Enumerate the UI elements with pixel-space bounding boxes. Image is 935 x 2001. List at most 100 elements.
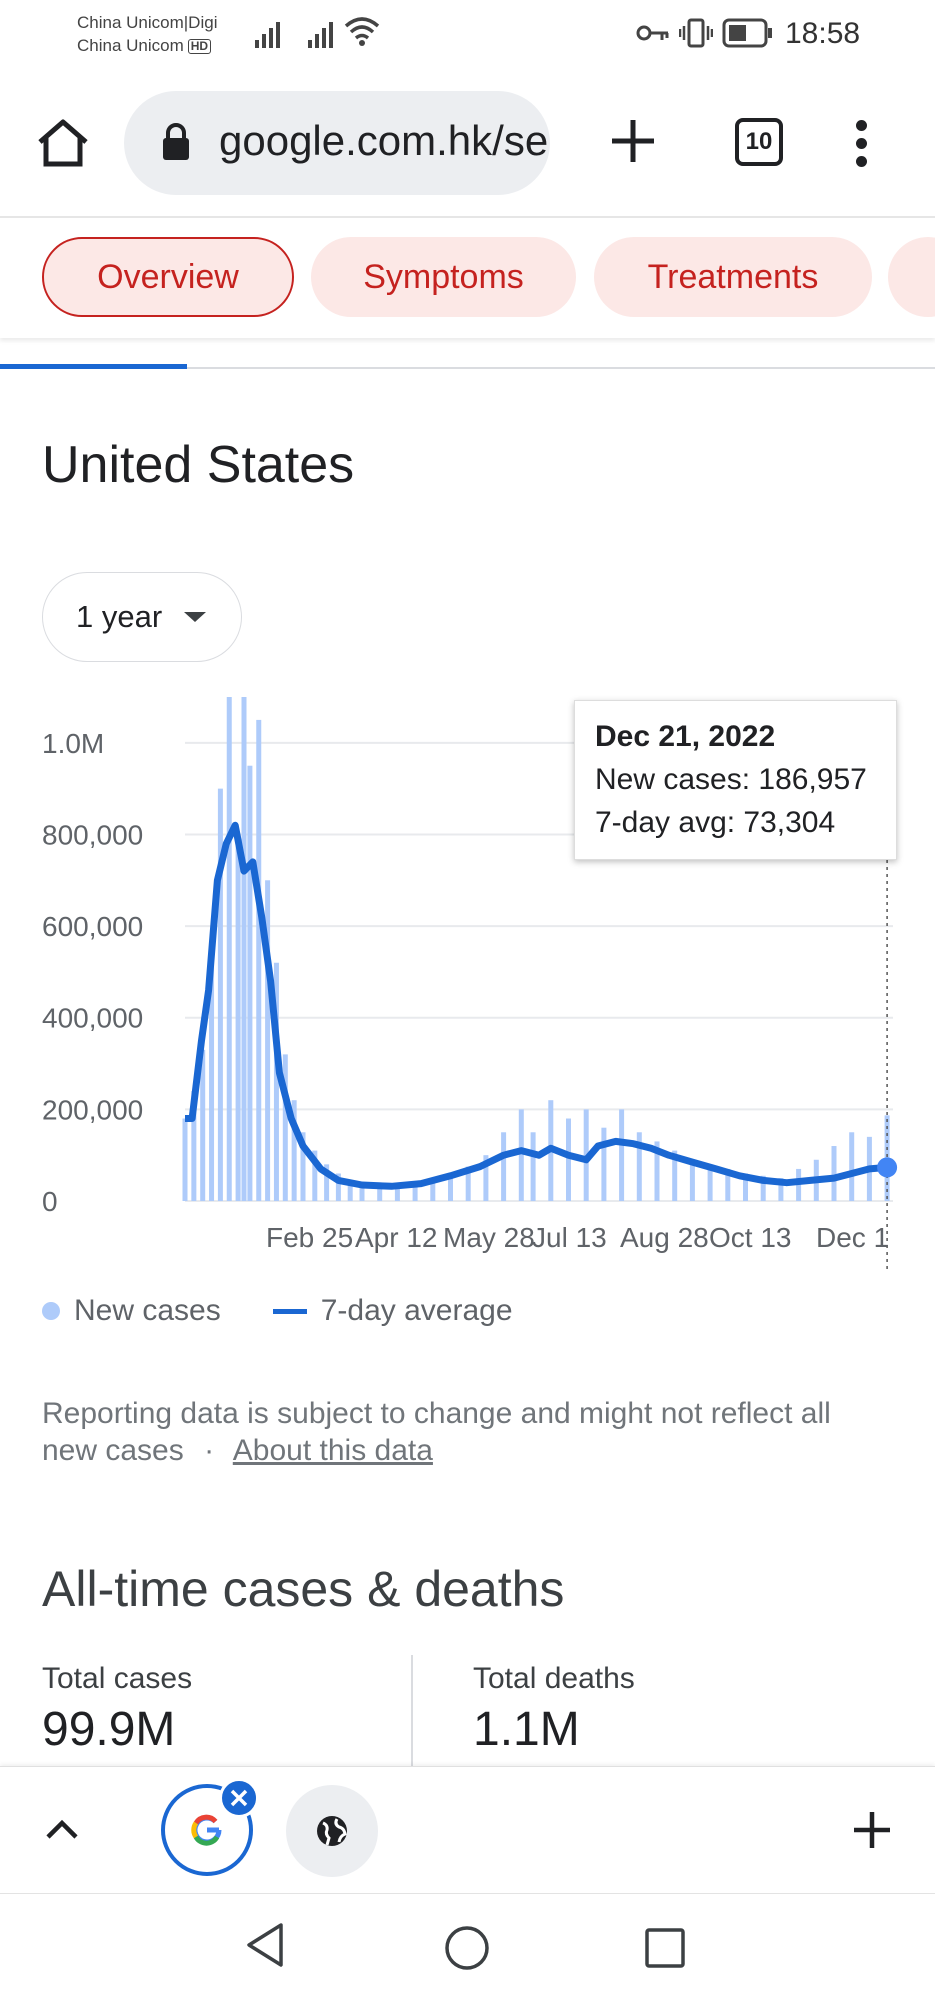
bar-new-cases [530,1132,536,1201]
bar-new-cases [501,1132,507,1201]
series-line-7-day-average [185,821,888,1190]
bar-new-cases [312,1150,318,1201]
hd-badge: HD [187,39,212,54]
hover-point [877,1157,898,1178]
bar-new-cases [778,1178,784,1201]
bar-new-cases [335,1173,341,1201]
x-tick-label: Oct 13 [709,1222,791,1253]
tab-symptoms[interactable]: Symptoms [311,237,576,317]
legend-line-swatch [272,1308,307,1314]
clock: 18:58 [785,17,861,50]
bar-new-cases [324,1164,330,1201]
bar-new-cases [743,1173,748,1201]
bar-new-cases [273,962,279,1201]
google-tab-icon[interactable] [161,1784,253,1876]
legend-7-day-average: 7-day average [320,1294,513,1327]
bar-new-cases [209,962,215,1201]
y-tick-label: 200,000 [42,1094,143,1125]
bar-new-cases [359,1182,365,1201]
tab-switcher-icon[interactable]: 10 [735,118,783,166]
lock-icon [163,123,189,160]
tab-underline-track [0,367,935,369]
bar-new-cases [601,1127,607,1201]
y-tick-label: 400,000 [42,1003,143,1034]
bar-new-cases [518,1109,524,1201]
covid-cases-chart[interactable]: 1.0M 800,000 600,000 400,000 200,000 0 Feb 25… [0,680,935,1280]
bar-new-cases [654,1141,660,1201]
bar-new-cases [226,697,232,1201]
bar-new-cases [760,1175,766,1201]
chart-tooltip: Dec 21, 2022 New cases: 186,957 7-day av… [574,700,897,860]
globe-tab-icon[interactable] [286,1785,378,1877]
x-tick-label: Dec 1 [816,1222,889,1253]
x-tick-label: Apr 12 [355,1222,438,1253]
signal-icon [308,20,333,48]
bar-new-cases [672,1150,678,1201]
tab-overview[interactable]: Overview [42,237,294,317]
about-data-link[interactable]: About this data [232,1434,433,1467]
bar-new-cases [849,1132,855,1201]
bar-new-cases [619,1109,625,1201]
note-text: Reporting data is subject to change and … [42,1397,831,1467]
time-range-dropdown[interactable]: 1 year [42,572,242,662]
battery-icon [722,18,772,48]
total-cases-value: 99.9M [42,1703,176,1756]
y-tick-label: 600,000 [42,911,143,942]
bar-new-cases [235,834,241,1201]
add-tab-icon[interactable] [853,1811,891,1849]
chevron-up-icon[interactable] [45,1818,79,1840]
back-icon[interactable] [245,1922,285,1968]
more-menu-icon[interactable] [856,120,867,167]
new-tab-plus-icon[interactable] [610,118,656,164]
bar-new-cases [636,1132,642,1201]
url-bar[interactable]: google.com.hk/search [124,91,550,195]
bar-new-cases [831,1146,837,1201]
bar-new-cases [256,719,262,1201]
chart-legend: New cases 7-day average [42,1294,513,1328]
bar-new-cases [394,1185,400,1201]
carrier-block: China Unicom|Digi China Unicom HD [77,11,217,57]
data-note: Reporting data is subject to change and … [42,1395,882,1469]
total-deaths-label: Total deaths [473,1662,635,1695]
bar-new-cases [300,1132,306,1201]
bar-new-cases [483,1155,489,1201]
home-circle-icon[interactable] [444,1925,490,1971]
bar-new-cases [347,1180,353,1201]
page-title: United States [42,436,355,494]
bar-new-cases [689,1159,695,1201]
bar-new-cases [200,1049,206,1201]
globe-icon [317,1816,347,1846]
legend-new-cases: New cases [74,1294,221,1327]
close-badge-icon[interactable] [219,1778,259,1818]
bar-new-cases [265,880,271,1201]
bar-new-cases [217,788,223,1201]
bar-new-cases [191,1091,197,1201]
bottom-tab-strip [0,1766,935,1893]
total-deaths-value: 1.1M [473,1703,580,1756]
bar-new-cases [377,1184,383,1201]
key-icon [636,25,669,41]
alltime-heading: All-time cases & deaths [42,1561,565,1617]
google-g-icon [191,1814,222,1846]
bar-new-cases [182,1118,188,1201]
tooltip-date: Dec 21, 2022 [595,720,776,753]
bar-new-cases [430,1181,436,1201]
bar-new-cases [241,697,247,1201]
bar-new-cases [566,1118,571,1201]
toolbar-divider [0,216,935,218]
y-tick-label: 800,000 [42,819,143,850]
bar-new-cases [412,1184,418,1201]
home-icon[interactable] [36,118,90,168]
x-tick-label: Jul 13 [532,1222,607,1253]
bar-new-cases [448,1175,453,1201]
recents-icon[interactable] [645,1928,685,1968]
tab-active-indicator [0,364,187,369]
x-tick-label: Feb 25 [266,1222,353,1253]
tab-treatments[interactable]: Treatments [594,237,872,317]
carrier-name-2: China Unicom HD [77,34,217,57]
stats-divider [411,1655,413,1770]
x-tick-label: May 28 [443,1222,535,1253]
tooltip-avg: 7-day avg: 73,304 [595,806,836,839]
y-tick-label: 1.0M [42,728,104,759]
vibrate-icon [679,18,713,48]
